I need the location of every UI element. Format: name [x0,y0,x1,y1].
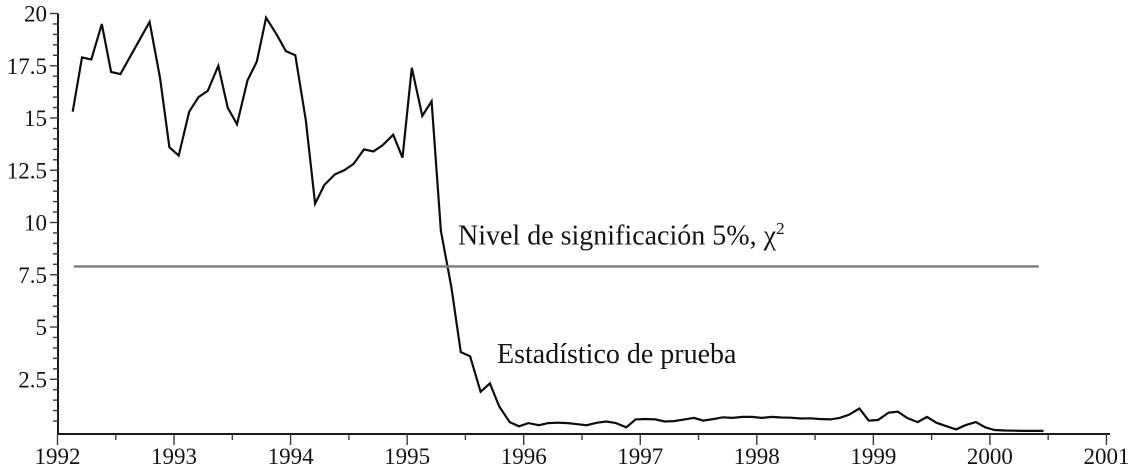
svg-text:17.5: 17.5 [7,54,47,79]
svg-text:7.5: 7.5 [18,263,47,288]
statistic-annotation: Estadístico de prueba [497,339,737,370]
significance-annotation: Nivel de significación 5%, χ2 [458,219,785,252]
significance-text: Nivel de significación 5%, [458,220,764,252]
svg-text:1999: 1999 [850,444,896,469]
svg-text:1997: 1997 [617,444,663,469]
svg-text:1998: 1998 [734,444,780,469]
svg-text:12.5: 12.5 [7,158,47,183]
svg-text:20: 20 [24,2,47,27]
svg-text:1996: 1996 [501,444,547,469]
svg-text:2.5: 2.5 [18,367,47,392]
svg-text:2000: 2000 [967,444,1013,469]
svg-text:1995: 1995 [384,444,430,469]
chi-exponent: 2 [776,219,785,238]
svg-text:10: 10 [24,211,47,236]
svg-text:15: 15 [24,106,47,131]
svg-text:1992: 1992 [35,444,81,469]
chi-symbol-icon: χ [763,220,777,252]
svg-text:5: 5 [36,315,48,340]
svg-text:1993: 1993 [151,444,197,469]
svg-text:2001: 2001 [1083,444,1128,469]
svg-text:1994: 1994 [268,444,315,469]
